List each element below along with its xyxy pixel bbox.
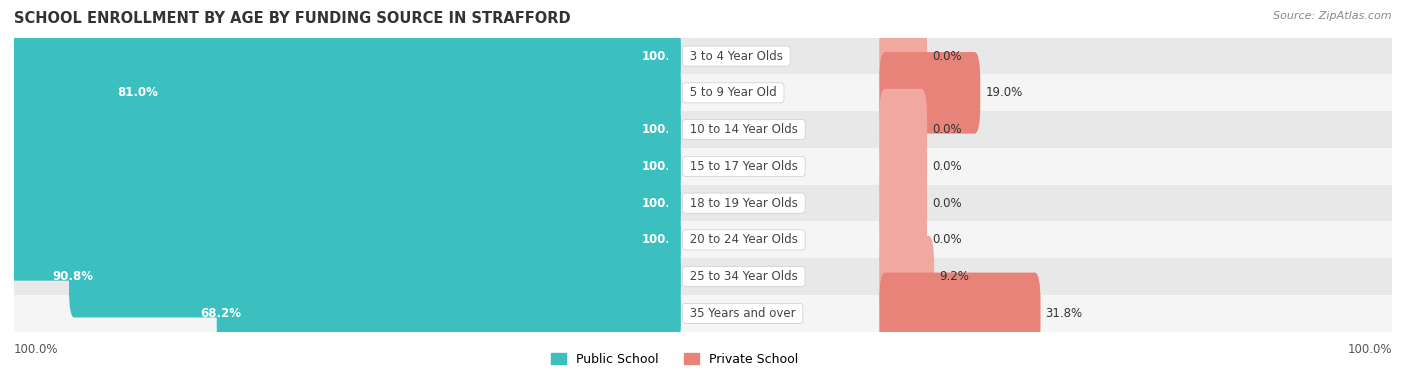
FancyBboxPatch shape	[8, 15, 673, 97]
Bar	[14, 148, 668, 185]
Bar	[14, 295, 668, 332]
Bar	[668, 148, 1392, 185]
FancyBboxPatch shape	[665, 218, 681, 262]
FancyBboxPatch shape	[879, 162, 927, 244]
FancyBboxPatch shape	[879, 236, 934, 317]
Text: 100.0%: 100.0%	[641, 233, 690, 246]
Bar	[668, 111, 1392, 148]
Text: 100.0%: 100.0%	[641, 197, 690, 210]
FancyBboxPatch shape	[8, 126, 673, 207]
Bar	[668, 258, 1392, 295]
Text: 0.0%: 0.0%	[932, 50, 962, 63]
FancyBboxPatch shape	[8, 89, 673, 170]
FancyBboxPatch shape	[879, 89, 927, 170]
Text: Source: ZipAtlas.com: Source: ZipAtlas.com	[1274, 11, 1392, 21]
Text: 90.8%: 90.8%	[53, 270, 94, 283]
Text: 5 to 9 Year Old: 5 to 9 Year Old	[686, 86, 780, 99]
FancyBboxPatch shape	[8, 162, 673, 244]
Text: 3 to 4 Year Olds: 3 to 4 Year Olds	[686, 50, 786, 63]
Text: 9.2%: 9.2%	[939, 270, 969, 283]
Text: 100.0%: 100.0%	[641, 123, 690, 136]
Bar	[668, 38, 1392, 75]
Text: 18 to 19 Year Olds: 18 to 19 Year Olds	[686, 197, 801, 210]
Text: 100.0%: 100.0%	[1347, 343, 1392, 356]
Bar	[14, 222, 668, 258]
Bar	[668, 222, 1392, 258]
Text: 0.0%: 0.0%	[932, 160, 962, 173]
FancyBboxPatch shape	[665, 144, 681, 189]
Text: 81.0%: 81.0%	[117, 86, 157, 99]
Text: SCHOOL ENROLLMENT BY AGE BY FUNDING SOURCE IN STRAFFORD: SCHOOL ENROLLMENT BY AGE BY FUNDING SOUR…	[14, 11, 571, 26]
FancyBboxPatch shape	[879, 52, 980, 133]
Text: 0.0%: 0.0%	[932, 123, 962, 136]
Text: 31.8%: 31.8%	[1046, 307, 1083, 320]
FancyBboxPatch shape	[879, 15, 927, 97]
Bar	[14, 185, 668, 222]
FancyBboxPatch shape	[665, 34, 681, 78]
Bar	[668, 75, 1392, 111]
Text: 15 to 17 Year Olds: 15 to 17 Year Olds	[686, 160, 801, 173]
Text: 0.0%: 0.0%	[932, 197, 962, 210]
FancyBboxPatch shape	[217, 273, 673, 354]
FancyBboxPatch shape	[134, 52, 673, 133]
FancyBboxPatch shape	[665, 181, 681, 225]
Bar	[14, 75, 668, 111]
Text: 68.2%: 68.2%	[201, 307, 242, 320]
FancyBboxPatch shape	[879, 199, 927, 280]
Text: 100.0%: 100.0%	[14, 343, 59, 356]
FancyBboxPatch shape	[879, 126, 927, 207]
FancyBboxPatch shape	[879, 273, 1040, 354]
Text: 100.0%: 100.0%	[641, 50, 690, 63]
Bar	[14, 258, 668, 295]
Bar	[14, 38, 668, 75]
FancyBboxPatch shape	[8, 199, 673, 280]
Text: 100.0%: 100.0%	[641, 160, 690, 173]
FancyBboxPatch shape	[69, 236, 673, 317]
Bar	[668, 185, 1392, 222]
FancyBboxPatch shape	[665, 254, 681, 299]
FancyBboxPatch shape	[665, 291, 681, 336]
FancyBboxPatch shape	[665, 70, 681, 115]
Legend: Public School, Private School: Public School, Private School	[547, 348, 803, 371]
Text: 10 to 14 Year Olds: 10 to 14 Year Olds	[686, 123, 801, 136]
FancyBboxPatch shape	[665, 107, 681, 152]
Text: 20 to 24 Year Olds: 20 to 24 Year Olds	[686, 233, 801, 246]
Bar	[668, 295, 1392, 332]
Text: 35 Years and over: 35 Years and over	[686, 307, 800, 320]
Text: 0.0%: 0.0%	[932, 233, 962, 246]
Text: 25 to 34 Year Olds: 25 to 34 Year Olds	[686, 270, 801, 283]
Bar	[14, 111, 668, 148]
Text: 19.0%: 19.0%	[986, 86, 1022, 99]
